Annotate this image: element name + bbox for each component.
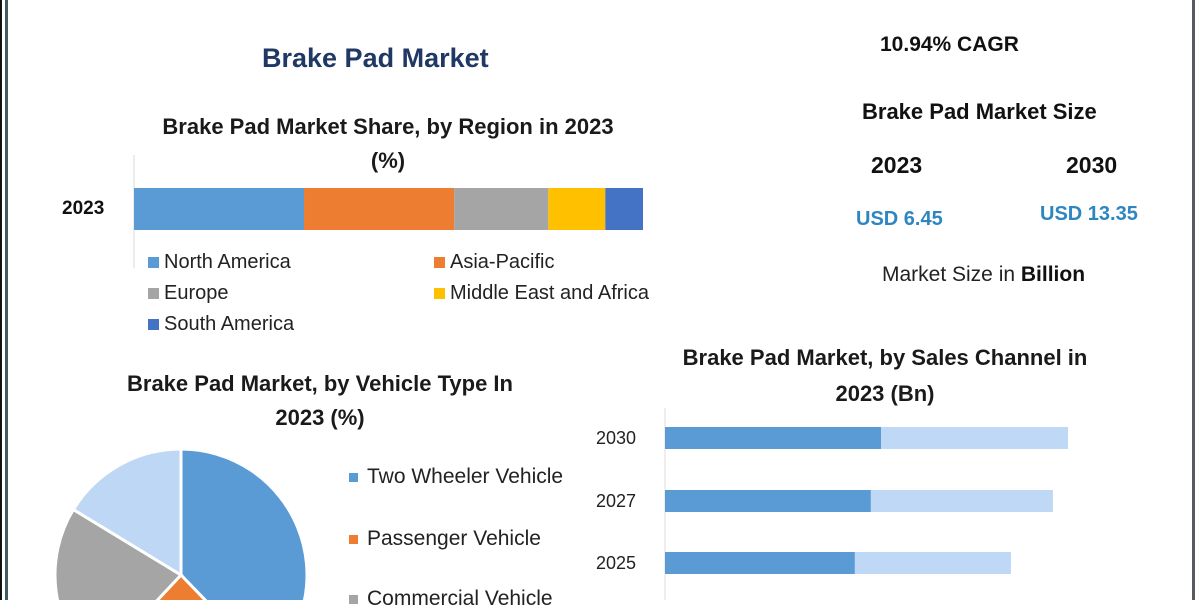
year-2030-label: 2030 bbox=[1066, 152, 1118, 178]
vehicle-chart-subtitle: 2023 (%) bbox=[275, 405, 365, 430]
market-size-title: Brake Pad Market Size bbox=[862, 99, 1097, 124]
pie-slice-unlabeled bbox=[71, 447, 183, 578]
frame-margin bbox=[1195, 0, 1200, 600]
region-legend-item: Asia-Pacific bbox=[434, 251, 554, 274]
unit-note-prefix: Market Size in bbox=[882, 263, 1021, 286]
unit-note-unit: Billion bbox=[1020, 263, 1086, 286]
frame-edge bbox=[0, 0, 2, 600]
legend-swatch bbox=[434, 288, 445, 299]
region-chart-subtitle: (%) bbox=[370, 148, 406, 173]
region-bar-south-america bbox=[605, 188, 643, 230]
legend-label: Europe bbox=[164, 282, 229, 304]
sales-category-label: 2027 bbox=[596, 491, 637, 511]
region-chart-title: Brake Pad Market Share, by Region in 202… bbox=[162, 114, 614, 139]
vehicle-chart-title: Brake Pad Market, by Vehicle Type In bbox=[127, 371, 513, 396]
sales-chart-title: Brake Pad Market, by Sales Channel in bbox=[682, 345, 1088, 370]
market-size-2030-value: USD 13.35 bbox=[1040, 203, 1138, 225]
year-2023-label: 2023 bbox=[871, 152, 923, 178]
legend-swatch bbox=[434, 257, 445, 268]
main-title: Brake Pad Market bbox=[262, 43, 489, 73]
vehicle-legend-item: Two Wheeler Vehicle bbox=[349, 465, 563, 489]
legend-swatch bbox=[349, 534, 358, 544]
market-size-unit-note: Market Size in Billion bbox=[882, 263, 1085, 287]
sales-category-label: 2025 bbox=[596, 553, 637, 573]
sales-bar-2030-series-2 bbox=[881, 427, 1068, 449]
legend-label: Middle East and Africa bbox=[450, 282, 649, 304]
pie-slice-passenger-vehicle bbox=[155, 572, 208, 600]
sales-bar-2025-series-1 bbox=[665, 552, 855, 574]
region-bar-asia-pacific bbox=[304, 188, 455, 230]
region-bar-europe bbox=[454, 188, 549, 230]
legend-swatch bbox=[349, 472, 358, 482]
legend-label: Passenger Vehicle bbox=[367, 527, 541, 550]
legend-label: North America bbox=[164, 251, 291, 273]
region-category-label: 2023 bbox=[62, 198, 105, 219]
frame-border-left bbox=[5, 0, 8, 600]
region-legend-item: South America bbox=[148, 313, 294, 336]
pie-slice-commercial-vehicle bbox=[53, 507, 184, 600]
region-legend-item: Europe bbox=[148, 282, 229, 305]
sales-bar-2027-series-2 bbox=[870, 490, 1053, 512]
sales-category-label: 2030 bbox=[596, 428, 637, 448]
legend-label: South America bbox=[164, 313, 295, 335]
sales-bar-2027-series-1 bbox=[665, 490, 871, 512]
frame-border-right bbox=[1192, 0, 1195, 600]
sales-bar-2030-series-1 bbox=[665, 427, 882, 449]
market-size-2023-value: USD 6.45 bbox=[856, 208, 943, 230]
sales-chart-subtitle: 2023 (Bn) bbox=[835, 381, 935, 406]
legend-swatch bbox=[148, 288, 159, 299]
region-legend-item: North America bbox=[148, 251, 291, 274]
pie-slice-two-wheeler-vehicle bbox=[179, 447, 309, 600]
cagr-value: 10.94% CAGR bbox=[880, 33, 1019, 56]
region-bar-north-america bbox=[134, 188, 305, 230]
legend-label: Asia-Pacific bbox=[450, 251, 555, 273]
region-bar-middle-east-and-africa bbox=[548, 188, 606, 230]
legend-swatch bbox=[148, 319, 159, 330]
legend-label: Two Wheeler Vehicle bbox=[367, 465, 564, 488]
region-legend-item: Middle East and Africa bbox=[434, 282, 649, 305]
sales-bar-2025-series-2 bbox=[854, 552, 1011, 574]
legend-swatch bbox=[148, 257, 159, 268]
legend-swatch bbox=[349, 594, 358, 604]
vehicle-legend-item: Passenger Vehicle bbox=[349, 527, 541, 551]
